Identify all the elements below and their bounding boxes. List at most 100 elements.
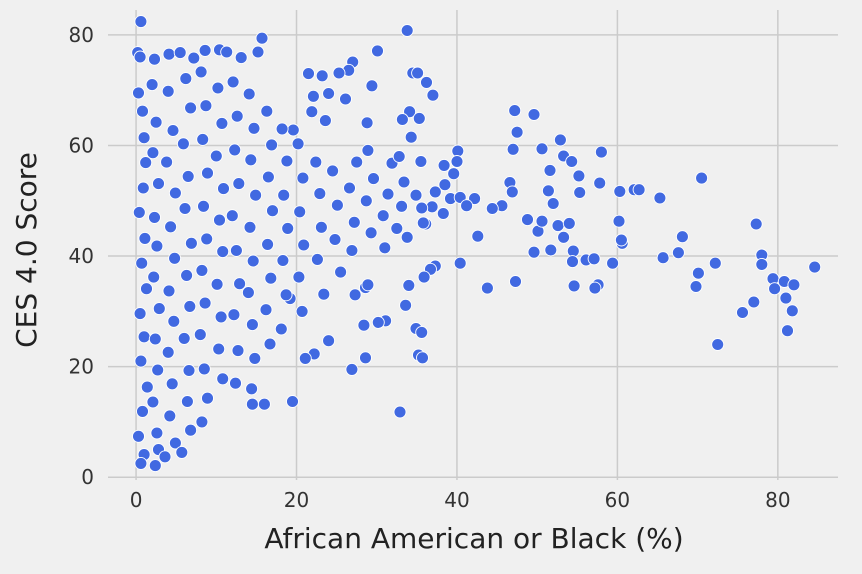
data-point: [152, 177, 165, 191]
data-point: [246, 254, 260, 268]
data-point: [527, 108, 541, 121]
data-point: [151, 363, 165, 377]
data-point: [420, 75, 433, 89]
data-point: [163, 409, 177, 423]
data-point: [198, 43, 212, 57]
data-point: [587, 252, 601, 266]
data-point: [216, 372, 230, 386]
data-point: [148, 52, 161, 66]
y-tick-label: 40: [69, 244, 94, 268]
data-point: [165, 377, 179, 391]
data-point: [233, 277, 247, 291]
data-point: [242, 87, 256, 101]
data-point: [195, 415, 209, 429]
data-point: [211, 81, 225, 95]
data-point: [255, 31, 269, 45]
data-point: [247, 121, 261, 135]
data-point: [332, 66, 346, 80]
data-point: [544, 243, 558, 257]
data-point: [557, 230, 571, 244]
data-point: [226, 75, 240, 89]
data-point: [149, 115, 163, 129]
data-point: [161, 84, 175, 98]
data-point: [257, 397, 271, 411]
data-point: [248, 351, 262, 365]
data-point: [535, 142, 549, 156]
data-point: [259, 303, 273, 317]
data-point: [415, 201, 429, 215]
data-point: [361, 143, 375, 157]
data-point: [393, 405, 407, 419]
y-tick-label: 60: [69, 133, 94, 157]
data-point: [415, 325, 429, 339]
data-point: [310, 252, 324, 266]
data-point: [334, 265, 348, 279]
data-point: [182, 364, 196, 377]
data-point: [245, 318, 259, 332]
data-point: [613, 184, 627, 198]
data-point: [215, 116, 229, 130]
data-point: [485, 202, 499, 215]
data-point: [359, 351, 372, 365]
data-point: [137, 131, 151, 145]
data-point: [527, 245, 541, 259]
data-point: [232, 177, 246, 191]
x-tick-label: 0: [130, 488, 143, 512]
data-point: [136, 404, 149, 418]
data-point: [350, 155, 364, 169]
data-point: [675, 230, 689, 244]
y-tick-label: 20: [69, 355, 94, 379]
data-point: [315, 69, 329, 83]
data-point: [414, 155, 428, 168]
data-point: [395, 199, 409, 213]
data-point: [133, 307, 147, 321]
data-point: [276, 254, 290, 267]
data-point: [229, 244, 243, 257]
data-point: [447, 167, 461, 181]
data-point: [357, 318, 371, 332]
data-point: [510, 125, 524, 139]
data-point: [343, 181, 356, 195]
data-point: [245, 397, 259, 411]
data-point: [138, 231, 152, 245]
data-point: [562, 216, 576, 230]
data-point: [345, 362, 359, 376]
y-tick-label: 0: [81, 465, 94, 489]
data-point: [417, 270, 431, 284]
data-point: [249, 188, 263, 202]
data-point: [572, 169, 586, 183]
data-point: [313, 187, 327, 201]
data-point: [275, 122, 289, 136]
data-point: [298, 351, 312, 365]
data-point: [179, 72, 193, 86]
data-point: [593, 176, 607, 190]
data-point: [412, 111, 426, 125]
data-point: [787, 278, 801, 292]
data-point: [695, 171, 709, 185]
data-point: [162, 47, 176, 61]
data-point: [193, 328, 207, 342]
data-point: [480, 281, 494, 295]
data-point: [653, 191, 667, 205]
data-point: [183, 299, 197, 313]
data-point: [228, 143, 242, 157]
data-point: [146, 146, 160, 160]
data-point: [543, 163, 557, 177]
data-point: [280, 154, 294, 168]
data-point: [506, 142, 520, 156]
data-point: [364, 226, 378, 240]
data-point: [133, 50, 147, 64]
data-point: [779, 291, 793, 305]
data-point: [437, 158, 451, 172]
data-point: [279, 288, 293, 302]
data-point: [326, 164, 340, 178]
data-point: [201, 166, 214, 180]
data-point: [317, 287, 331, 301]
data-point: [293, 205, 307, 219]
data-point: [339, 92, 352, 106]
data-point: [200, 232, 214, 246]
data-point: [535, 214, 549, 228]
data-point: [180, 268, 194, 282]
data-point: [286, 123, 300, 137]
data-point: [594, 145, 608, 159]
